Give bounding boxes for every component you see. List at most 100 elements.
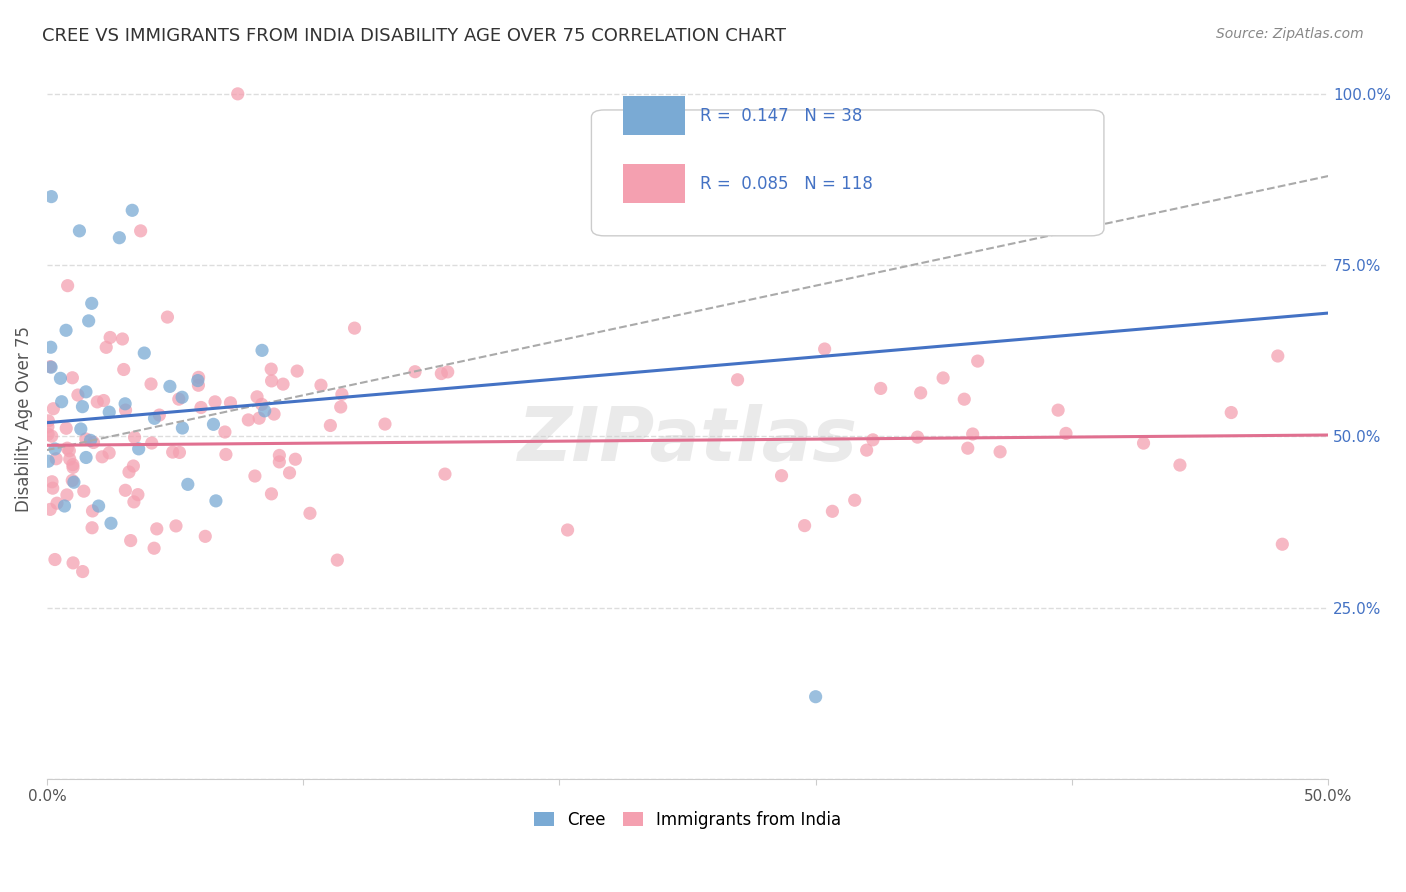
Immigrants from India bbox=[988, 445, 1011, 459]
Cree bbox=[159, 379, 181, 393]
Immigrants from India bbox=[82, 504, 104, 518]
Immigrants from India bbox=[250, 397, 273, 411]
Immigrants from India bbox=[330, 387, 353, 401]
Immigrants from India bbox=[269, 455, 291, 469]
Immigrants from India bbox=[246, 390, 269, 404]
Immigrants from India bbox=[1220, 405, 1243, 419]
Immigrants from India bbox=[243, 469, 266, 483]
Cree bbox=[41, 189, 63, 203]
Cree bbox=[75, 384, 97, 399]
Immigrants from India bbox=[58, 443, 80, 458]
Immigrants from India bbox=[932, 371, 955, 385]
Immigrants from India bbox=[75, 432, 97, 446]
Cree bbox=[63, 475, 86, 490]
Immigrants from India bbox=[956, 441, 979, 455]
Immigrants from India bbox=[91, 450, 114, 464]
Immigrants from India bbox=[187, 378, 209, 392]
Cree bbox=[69, 422, 91, 436]
Cree bbox=[39, 360, 62, 375]
Immigrants from India bbox=[60, 371, 83, 385]
Immigrants from India bbox=[215, 447, 238, 461]
Text: R =  0.085   N = 118: R = 0.085 N = 118 bbox=[700, 175, 873, 193]
Immigrants from India bbox=[86, 395, 108, 409]
Immigrants from India bbox=[127, 488, 149, 502]
Immigrants from India bbox=[112, 362, 135, 376]
Cree bbox=[121, 203, 143, 218]
Immigrants from India bbox=[284, 452, 307, 467]
Immigrants from India bbox=[194, 529, 217, 543]
Cree bbox=[75, 450, 97, 465]
Immigrants from India bbox=[120, 533, 142, 548]
Immigrants from India bbox=[114, 483, 136, 498]
Immigrants from India bbox=[72, 565, 94, 579]
Immigrants from India bbox=[343, 321, 366, 335]
Text: CREE VS IMMIGRANTS FROM INDIA DISABILITY AGE OVER 75 CORRELATION CHART: CREE VS IMMIGRANTS FROM INDIA DISABILITY… bbox=[42, 27, 786, 45]
Immigrants from India bbox=[260, 362, 283, 376]
Immigrants from India bbox=[214, 425, 236, 439]
Immigrants from India bbox=[910, 385, 932, 400]
Immigrants from India bbox=[770, 468, 793, 483]
Cree bbox=[804, 690, 827, 704]
Immigrants from India bbox=[39, 502, 62, 516]
Immigrants from India bbox=[907, 430, 929, 444]
Cree bbox=[55, 323, 77, 337]
Immigrants from India bbox=[41, 429, 63, 443]
Immigrants from India bbox=[204, 394, 226, 409]
Immigrants from India bbox=[436, 365, 458, 379]
Immigrants from India bbox=[59, 452, 82, 467]
Immigrants from India bbox=[56, 488, 79, 502]
Cree bbox=[77, 314, 100, 328]
Cree bbox=[67, 224, 90, 238]
Immigrants from India bbox=[226, 87, 249, 101]
Immigrants from India bbox=[855, 443, 877, 458]
Immigrants from India bbox=[124, 430, 146, 444]
FancyBboxPatch shape bbox=[592, 110, 1104, 235]
Immigrants from India bbox=[55, 421, 77, 435]
Immigrants from India bbox=[260, 487, 283, 501]
Immigrants from India bbox=[793, 518, 815, 533]
Immigrants from India bbox=[285, 364, 308, 378]
Cree bbox=[250, 343, 273, 358]
Cree bbox=[98, 405, 121, 419]
Immigrants from India bbox=[869, 381, 891, 395]
Cree bbox=[51, 394, 73, 409]
Immigrants from India bbox=[1271, 537, 1294, 551]
Immigrants from India bbox=[122, 458, 145, 473]
Cree bbox=[72, 400, 94, 414]
Immigrants from India bbox=[298, 506, 321, 520]
Immigrants from India bbox=[56, 441, 79, 455]
Cree bbox=[108, 230, 131, 244]
Immigrants from India bbox=[1132, 436, 1154, 450]
Immigrants from India bbox=[278, 466, 301, 480]
Immigrants from India bbox=[1168, 458, 1191, 472]
Immigrants from India bbox=[41, 475, 63, 489]
Immigrants from India bbox=[1054, 426, 1077, 441]
Immigrants from India bbox=[129, 224, 152, 238]
Immigrants from India bbox=[404, 365, 426, 379]
Immigrants from India bbox=[46, 496, 69, 510]
Immigrants from India bbox=[433, 467, 456, 482]
Immigrants from India bbox=[96, 340, 118, 354]
Text: ZIPatlas: ZIPatlas bbox=[517, 404, 858, 477]
Immigrants from India bbox=[37, 427, 59, 442]
FancyBboxPatch shape bbox=[623, 95, 685, 135]
Cree bbox=[37, 454, 59, 468]
Immigrants from India bbox=[190, 401, 212, 415]
Immigrants from India bbox=[111, 332, 134, 346]
Immigrants from India bbox=[156, 310, 179, 324]
Immigrants from India bbox=[962, 427, 984, 442]
Immigrants from India bbox=[62, 460, 84, 475]
Immigrants from India bbox=[269, 449, 291, 463]
Cree bbox=[80, 296, 103, 310]
Immigrants from India bbox=[326, 553, 349, 567]
Cree bbox=[830, 203, 852, 218]
Cree bbox=[79, 434, 101, 448]
Cree bbox=[253, 404, 276, 418]
Immigrants from India bbox=[98, 446, 121, 460]
Cree bbox=[205, 494, 228, 508]
Cree bbox=[187, 374, 209, 388]
Cree bbox=[134, 346, 156, 360]
Immigrants from India bbox=[1047, 403, 1070, 417]
Immigrants from India bbox=[143, 541, 166, 556]
Immigrants from India bbox=[56, 278, 79, 293]
